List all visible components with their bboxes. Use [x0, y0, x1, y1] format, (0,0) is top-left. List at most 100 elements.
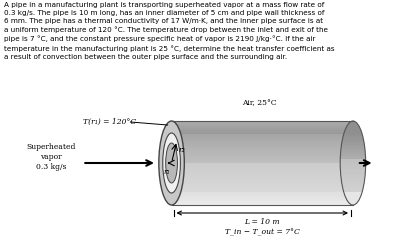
- Bar: [172, 163, 353, 164]
- Bar: [341, 145, 365, 146]
- Bar: [172, 157, 353, 158]
- Bar: [172, 160, 353, 161]
- Bar: [172, 168, 353, 169]
- Bar: [341, 176, 365, 177]
- Bar: [172, 138, 353, 139]
- Bar: [343, 188, 363, 190]
- Bar: [340, 162, 366, 163]
- Bar: [172, 136, 353, 137]
- Bar: [342, 141, 364, 142]
- Bar: [172, 137, 353, 138]
- Bar: [172, 135, 353, 136]
- Bar: [172, 173, 353, 174]
- Text: A pipe in a manufacturing plant is transporting superheated vapor at a mass flow: A pipe in a manufacturing plant is trans…: [4, 2, 335, 60]
- Bar: [172, 189, 353, 190]
- Text: L = 10 m: L = 10 m: [244, 218, 280, 226]
- Bar: [341, 146, 365, 148]
- Bar: [172, 187, 353, 188]
- Bar: [340, 157, 365, 159]
- Bar: [341, 155, 365, 156]
- Text: T(r₁) = 120°C: T(r₁) = 120°C: [83, 118, 136, 126]
- Bar: [344, 193, 362, 194]
- Bar: [340, 169, 365, 170]
- Bar: [344, 134, 362, 135]
- Bar: [342, 185, 364, 187]
- Ellipse shape: [166, 143, 178, 183]
- Bar: [172, 142, 353, 143]
- Bar: [172, 124, 353, 125]
- Bar: [172, 203, 353, 204]
- Bar: [341, 148, 365, 149]
- Bar: [340, 159, 366, 160]
- Bar: [172, 171, 353, 173]
- Bar: [346, 127, 360, 128]
- Bar: [341, 178, 365, 180]
- Bar: [344, 194, 361, 195]
- Bar: [172, 158, 353, 159]
- Bar: [172, 169, 353, 170]
- Bar: [172, 125, 353, 126]
- Bar: [172, 181, 353, 182]
- Bar: [341, 149, 365, 150]
- Bar: [172, 199, 353, 200]
- Bar: [172, 132, 353, 134]
- Bar: [340, 163, 366, 164]
- Bar: [172, 126, 353, 127]
- Bar: [351, 203, 355, 205]
- Bar: [342, 183, 364, 184]
- Bar: [172, 159, 353, 160]
- Bar: [172, 162, 353, 163]
- Text: Superheated
vapor
0.3 kg/s: Superheated vapor 0.3 kg/s: [26, 143, 76, 171]
- Bar: [343, 136, 363, 138]
- Bar: [172, 152, 353, 153]
- Bar: [344, 132, 362, 134]
- Bar: [172, 139, 353, 140]
- Bar: [341, 170, 365, 171]
- Bar: [172, 170, 353, 171]
- Bar: [340, 164, 366, 166]
- Bar: [172, 198, 353, 199]
- Bar: [172, 143, 353, 144]
- Bar: [172, 193, 353, 194]
- Bar: [172, 200, 353, 201]
- Bar: [172, 134, 353, 135]
- Bar: [172, 195, 353, 197]
- Bar: [341, 181, 364, 183]
- Bar: [172, 194, 353, 195]
- Bar: [172, 180, 353, 181]
- Bar: [340, 160, 366, 162]
- Bar: [172, 167, 353, 168]
- Bar: [344, 191, 362, 193]
- Bar: [172, 202, 353, 203]
- Text: T_in − T_out = 7°C: T_in − T_out = 7°C: [225, 228, 300, 236]
- Bar: [172, 166, 353, 167]
- Bar: [348, 124, 358, 125]
- Bar: [172, 145, 353, 146]
- Bar: [345, 195, 361, 197]
- Bar: [341, 177, 365, 178]
- Text: r₁: r₁: [163, 168, 170, 176]
- Bar: [172, 190, 353, 191]
- Bar: [341, 171, 365, 173]
- Bar: [343, 135, 362, 136]
- Bar: [172, 146, 353, 147]
- Bar: [172, 179, 353, 180]
- Bar: [172, 144, 353, 145]
- Bar: [346, 198, 360, 199]
- Bar: [340, 156, 365, 157]
- Bar: [172, 149, 353, 150]
- Bar: [172, 147, 353, 148]
- Bar: [172, 185, 353, 186]
- Bar: [172, 186, 353, 187]
- Bar: [348, 201, 358, 202]
- Bar: [172, 128, 353, 129]
- Bar: [172, 176, 353, 177]
- Bar: [343, 138, 363, 139]
- Bar: [342, 142, 364, 143]
- Bar: [346, 197, 360, 198]
- Bar: [172, 123, 353, 124]
- Bar: [172, 127, 353, 128]
- Bar: [172, 155, 353, 156]
- Bar: [172, 153, 353, 155]
- Ellipse shape: [163, 133, 181, 193]
